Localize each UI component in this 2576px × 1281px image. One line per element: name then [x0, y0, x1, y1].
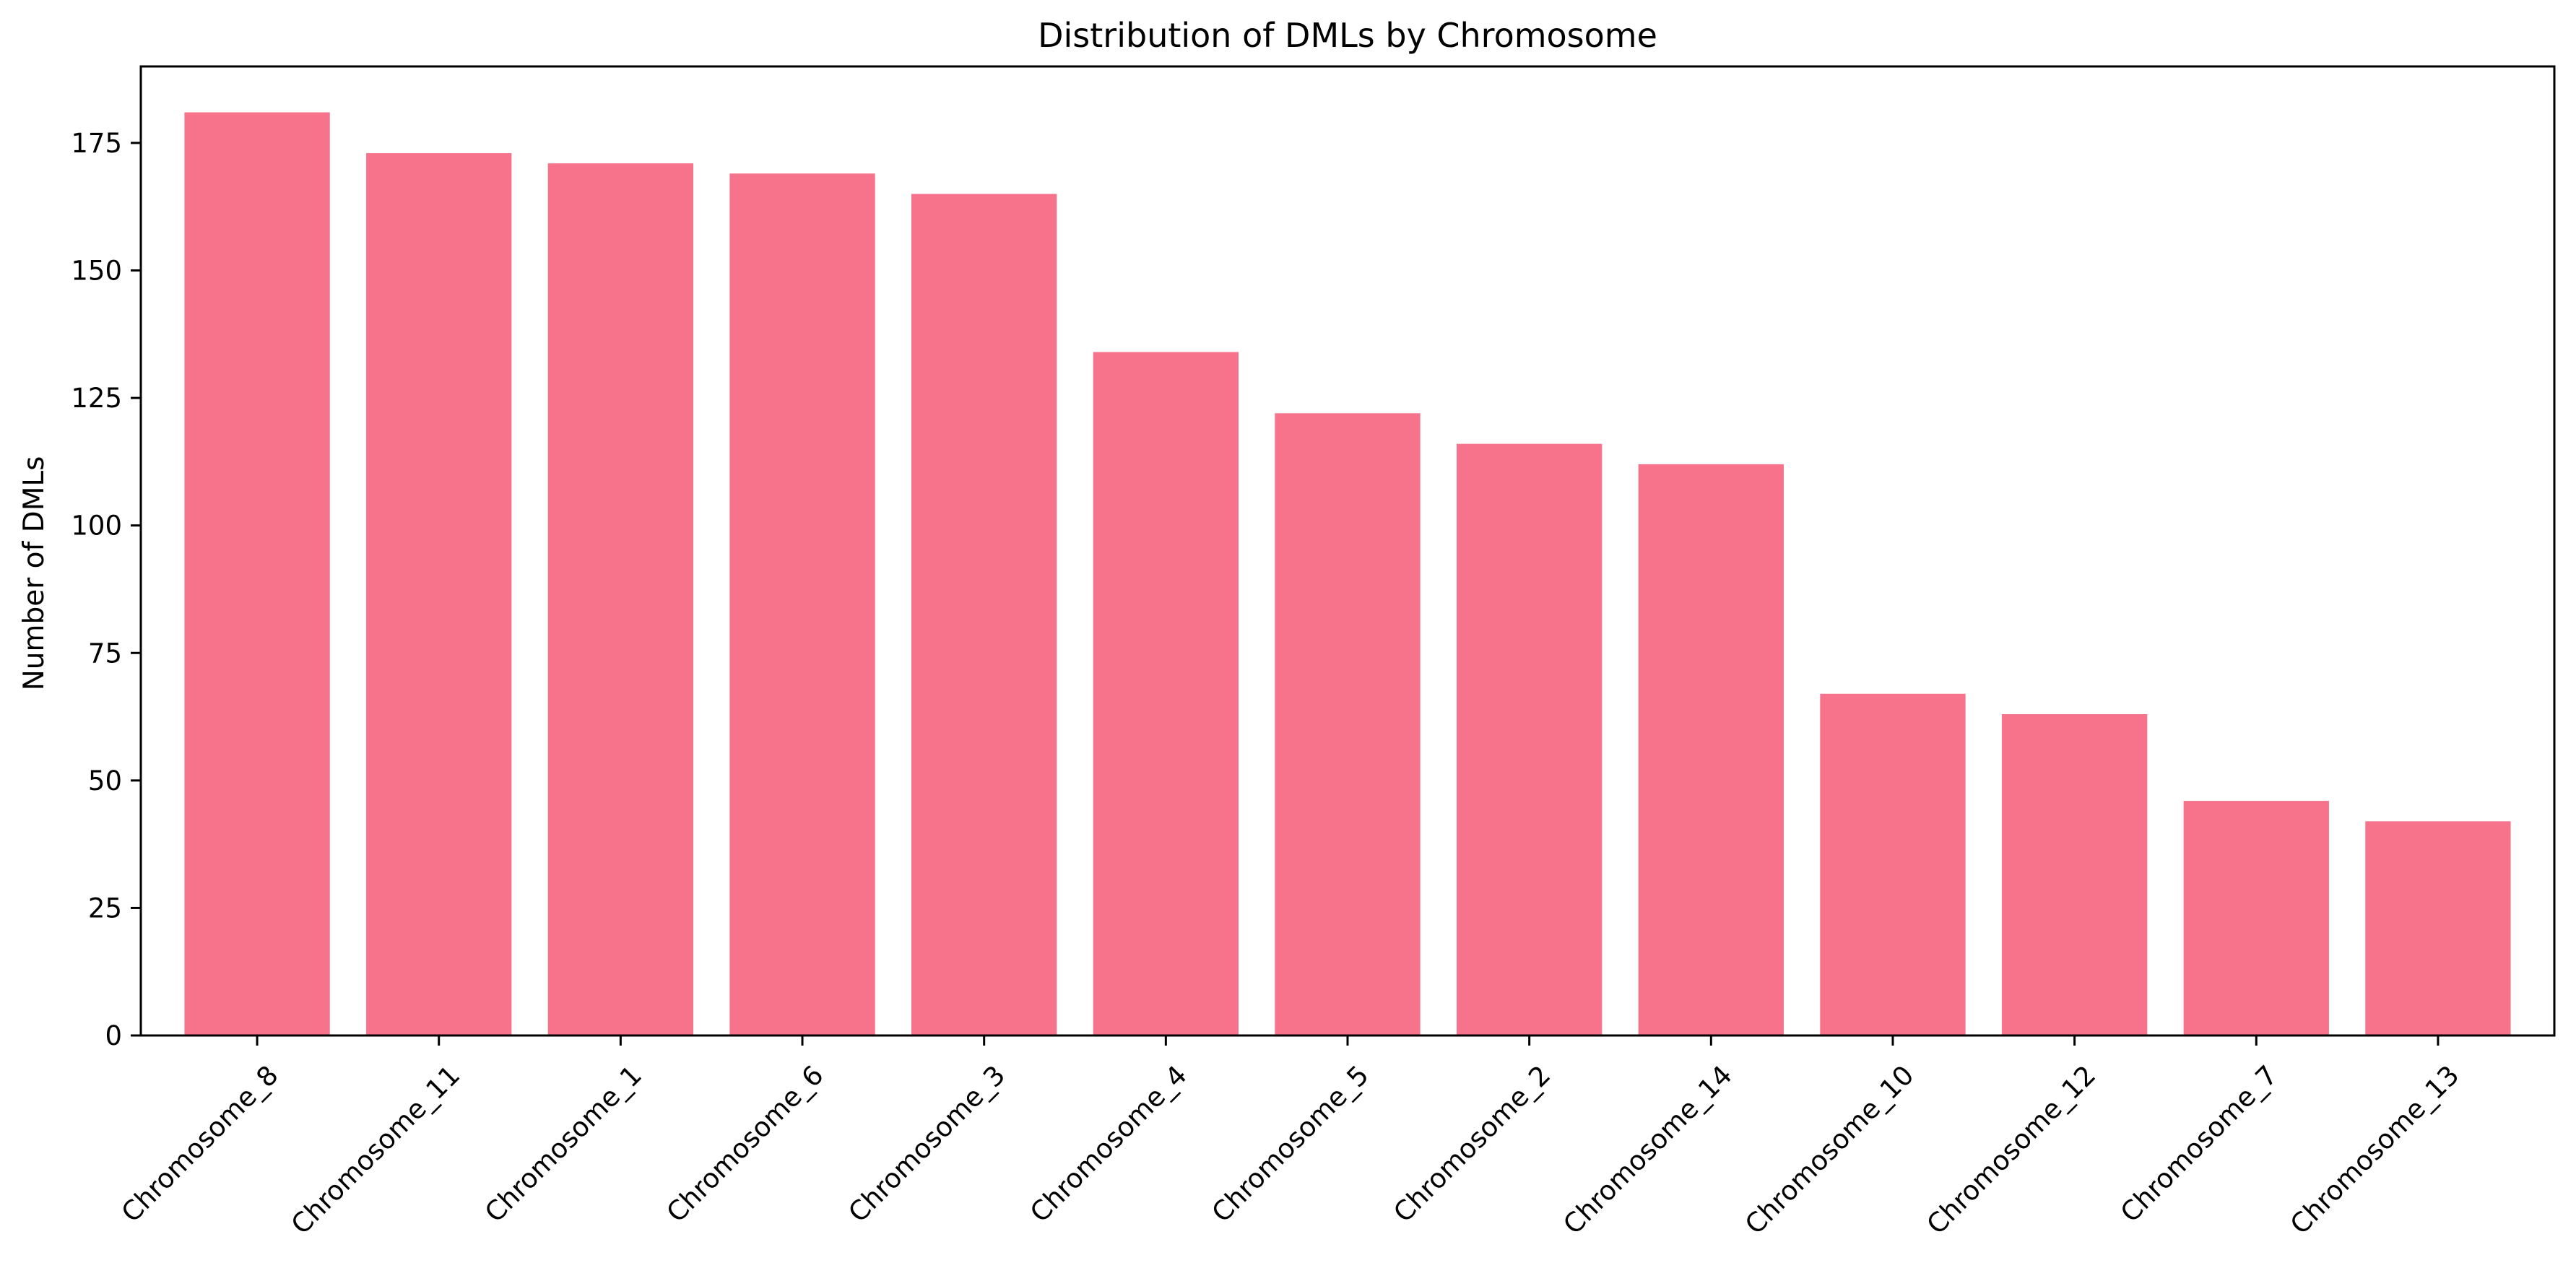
y-tick-label: 75 [88, 638, 122, 669]
bar-chromosome-6 [729, 173, 875, 1036]
y-tick-label: 0 [105, 1020, 122, 1051]
x-tick-label: Chromosome_4 [1024, 1059, 1193, 1228]
bar-chromosome-10 [1820, 693, 1966, 1035]
y-tick-label: 25 [88, 893, 122, 924]
x-axis-ticks: Chromosome_8 Chromosome_11 Chromosome_1 Chr… [116, 1035, 2466, 1241]
bar-chromosome-13 [2365, 821, 2511, 1035]
x-tick-label: Chromosome_8 [116, 1059, 285, 1228]
bar-chromosome-8 [184, 112, 330, 1036]
bar-chromosome-4 [1093, 352, 1239, 1035]
bar-chromosome-14 [1638, 464, 1784, 1035]
y-axis-ticks: 0 25 50 75 100 125 150 175 [71, 128, 141, 1051]
y-tick-label: 150 [71, 256, 122, 287]
x-tick-label: Chromosome_2 [1387, 1059, 1556, 1228]
x-tick-label: Chromosome_5 [1206, 1059, 1375, 1228]
plot-frame [139, 65, 2556, 1037]
bar-chromosome-5 [1275, 413, 1421, 1035]
x-tick-label: Chromosome_14 [1557, 1059, 1738, 1241]
bar-chromosome-2 [1456, 443, 1603, 1035]
bars-layer [184, 112, 2511, 1036]
y-axis-label: Number of DMLs [18, 456, 51, 691]
chart-title: Distribution of DMLs by Chromosome [1038, 16, 1657, 55]
x-tick-label: Chromosome_7 [2115, 1059, 2284, 1228]
x-tick-label: Chromosome_3 [842, 1059, 1011, 1228]
bar-chromosome-12 [2001, 714, 2148, 1035]
bar-chromosome-11 [366, 153, 512, 1035]
x-tick-label: Chromosome_11 [285, 1059, 467, 1241]
bar-chromosome-7 [2183, 801, 2329, 1035]
x-tick-label: Chromosome_10 [1739, 1059, 1920, 1241]
y-tick-label: 125 [71, 383, 122, 414]
y-tick-label: 175 [71, 128, 122, 159]
bar-chromosome-3 [911, 194, 1057, 1035]
x-tick-label: Chromosome_13 [2284, 1059, 2466, 1241]
x-tick-label: Chromosome_6 [661, 1059, 830, 1228]
y-tick-label: 100 [71, 511, 122, 542]
x-tick-label: Chromosome_12 [1921, 1059, 2102, 1241]
x-tick-label: Chromosome_1 [479, 1059, 648, 1228]
y-tick-label: 50 [88, 765, 122, 796]
bar-chromosome-1 [547, 163, 694, 1036]
